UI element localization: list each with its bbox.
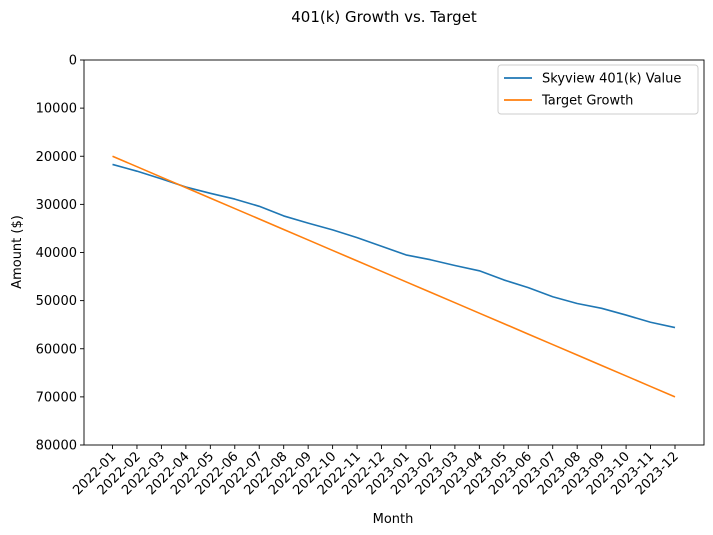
series-line-1 bbox=[112, 155, 676, 398]
y-tick-label: 60000 bbox=[36, 342, 77, 357]
plot-area: 0 10000 20000 30000 40000 50000 60000 70000 8000… bbox=[36, 54, 705, 498]
y-tick-label: 80000 bbox=[36, 439, 77, 454]
y-tick-label: 50000 bbox=[36, 294, 77, 309]
y-axis-label: Amount ($) bbox=[10, 215, 25, 289]
legend: Skyview 401(k) Value Target Growth bbox=[497, 64, 699, 115]
series-line-0 bbox=[112, 163, 676, 329]
y-tick-label: 20000 bbox=[36, 150, 77, 165]
legend-label-1: Target Growth bbox=[541, 94, 633, 109]
y-tick-label: 10000 bbox=[36, 102, 77, 117]
y-tick-label: 0 bbox=[69, 54, 77, 69]
y-tick-label: 40000 bbox=[36, 246, 77, 261]
axes-frame bbox=[83, 59, 705, 446]
x-axis-label: Month bbox=[373, 512, 414, 527]
y-tick-label: 30000 bbox=[36, 198, 77, 213]
legend-box bbox=[497, 64, 699, 115]
chart-title: 401(k) Growth vs. Target bbox=[291, 8, 477, 26]
y-tick-label: 70000 bbox=[36, 390, 77, 405]
legend-label-0: Skyview 401(k) Value bbox=[542, 72, 681, 87]
